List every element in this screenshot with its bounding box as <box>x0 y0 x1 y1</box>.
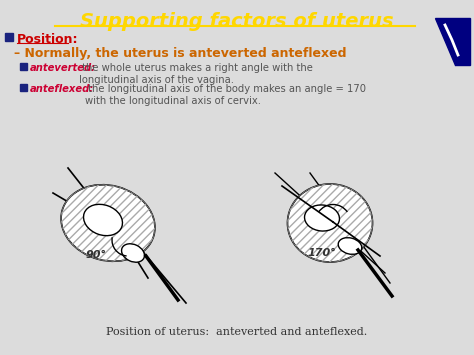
Ellipse shape <box>288 184 373 262</box>
Ellipse shape <box>338 237 362 254</box>
Text: 90°: 90° <box>86 250 107 260</box>
Ellipse shape <box>61 185 155 261</box>
Polygon shape <box>435 18 470 65</box>
Text: anteverted:: anteverted: <box>30 63 96 73</box>
Ellipse shape <box>304 205 339 231</box>
Ellipse shape <box>121 244 145 262</box>
Text: the longitudinal axis of the body makes an angle = 170
with the longitudinal axi: the longitudinal axis of the body makes … <box>85 84 366 105</box>
Text: 170°: 170° <box>308 248 337 258</box>
Text: Position of uterus:  anteverted and anteflexed.: Position of uterus: anteverted and antef… <box>106 327 368 337</box>
Bar <box>20 63 27 70</box>
Text: – Normally, the uterus is anteverted anteflexed: – Normally, the uterus is anteverted ant… <box>14 47 346 60</box>
Ellipse shape <box>83 204 122 236</box>
Text: the whole uterus makes a right angle with the
longitudinal axis of the vagina.: the whole uterus makes a right angle wit… <box>79 63 313 84</box>
Text: anteflexed:: anteflexed: <box>30 84 94 94</box>
Bar <box>20 84 27 91</box>
Bar <box>5 33 13 41</box>
Text: Supporting factors of uterus: Supporting factors of uterus <box>80 12 394 31</box>
Text: Position:: Position: <box>17 33 79 46</box>
